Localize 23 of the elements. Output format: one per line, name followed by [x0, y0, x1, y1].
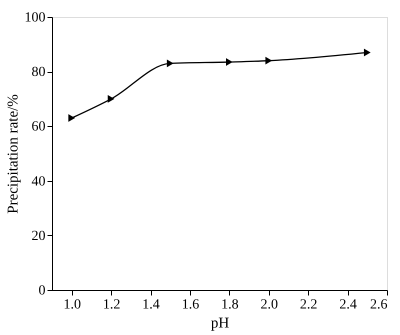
y-tick-label: 0 — [38, 284, 46, 298]
x-tick-label: 2.0 — [260, 298, 278, 312]
point — [265, 56, 272, 65]
point — [108, 95, 114, 103]
point — [166, 60, 174, 68]
x-tick-label: 1.0 — [63, 298, 81, 312]
x-tick-label: 2.4 — [339, 298, 357, 312]
x-tick-label: 1.4 — [142, 298, 160, 312]
x-tick-label: 2.2 — [300, 298, 318, 312]
y-tick-label: 20 — [32, 228, 46, 244]
y-axis-title: Precipitation rate/% — [6, 94, 22, 214]
point — [364, 48, 371, 56]
x-axis-title: pH — [210, 316, 230, 332]
x-tick-label: 1.8 — [221, 298, 239, 312]
y-tick-label: 40 — [32, 174, 46, 190]
point — [68, 114, 76, 122]
x-tick-label: 1.2 — [102, 298, 120, 312]
point — [226, 58, 233, 66]
y-tick-label: 100 — [24, 10, 46, 26]
y-tick-label: 80 — [32, 65, 46, 80]
x-tick-label: 1.6 — [182, 298, 200, 312]
y-tick-label: 60 — [32, 120, 46, 135]
x-tick-label: 2.6 — [370, 298, 388, 312]
